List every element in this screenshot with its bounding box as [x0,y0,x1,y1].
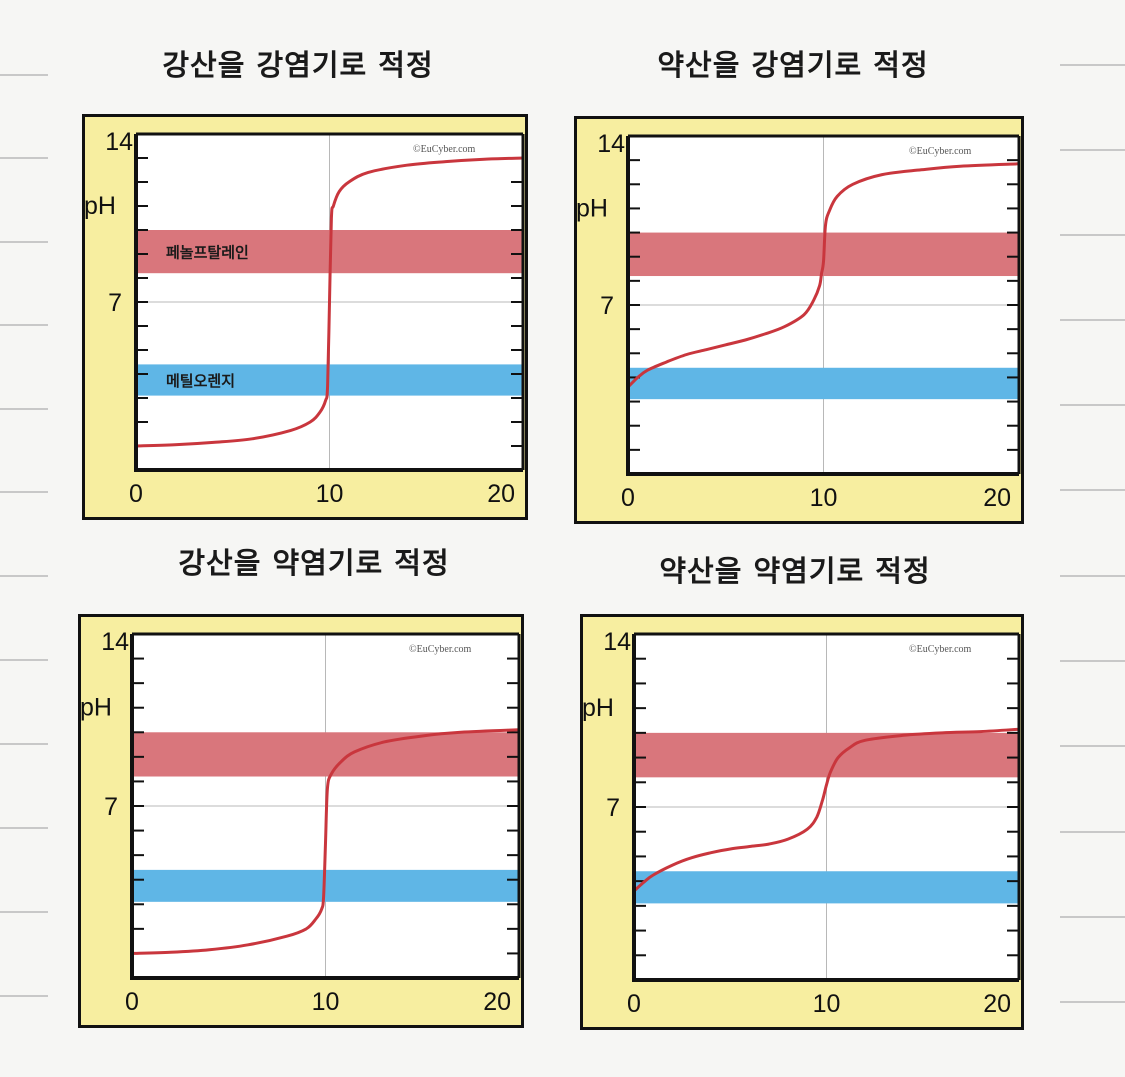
watermark: ©EuCyber.com [909,644,972,655]
chart-title-weak-acid-strong-base: 약산을 강염기로 적정 [657,48,929,82]
watermark: ©EuCyber.com [909,146,972,157]
y-tick-label-14: 14 [101,628,129,656]
chart-svg: ©EuCyber.com 14 7 pH 0 10 20 [574,116,1024,524]
x-tick-label-0: 0 [621,484,635,512]
y-tick-label-7: 7 [104,793,118,821]
titration-curve [632,727,1021,893]
chart-title-weak-acid-weak-base: 약산을 약염기로 적정 [659,554,931,588]
titration-curve [130,728,521,955]
titration-curve [134,156,525,448]
methyl_orange-band [136,364,523,396]
titration-chart-weak-acid-strong-base: ©EuCyber.com 14 7 pH 0 10 20 [574,116,1024,524]
watermark: ©EuCyber.com [409,644,472,655]
titration-chart-weak-acid-weak-base: ©EuCyber.com 14 7 pH 0 10 20 [580,614,1026,1030]
phenolphthalein-label: 페놀프탈레인 [166,244,249,262]
y-axis-label: pH [576,194,608,222]
y-tick-label-14: 14 [597,130,625,158]
phenolphthalein-band [132,732,519,777]
y-axis-label: pH [80,694,112,722]
x-tick-label-20: 20 [983,990,1011,1018]
watermark: ©EuCyber.com [413,144,476,155]
x-tick-label-0: 0 [129,480,143,508]
titration-chart-strong-acid-weak-base: ©EuCyber.com 14 7 pH 0 10 20 [78,614,524,1028]
y-axis-label: pH [84,192,116,220]
y-tick-label-7: 7 [606,794,620,822]
x-tick-label-10: 10 [810,484,838,512]
titration-curve [626,162,1021,389]
x-tick-label-10: 10 [813,990,841,1018]
chart-title-strong-acid-weak-base: 강산을 약염기로 적정 [178,546,450,580]
x-tick-label-10: 10 [312,988,340,1016]
x-tick-label-20: 20 [487,480,515,508]
chart-title-strong-acid-strong-base: 강산을 강염기로 적정 [162,48,434,82]
y-tick-label-7: 7 [108,289,122,317]
methyl_orange-band [634,871,1019,904]
x-tick-label-20: 20 [983,484,1011,512]
y-tick-label-14: 14 [105,128,133,156]
x-tick-label-20: 20 [483,988,511,1016]
chart-svg: ©EuCyber.com 14 7 pH 0 10 20 [580,614,1024,1030]
x-tick-label-0: 0 [627,990,641,1018]
y-tick-label-7: 7 [600,292,614,320]
x-tick-label-10: 10 [316,480,344,508]
y-axis-label: pH [582,694,614,722]
phenolphthalein-band [634,732,1019,778]
y-tick-label-14: 14 [603,628,631,656]
methyl_orange-band [628,367,1019,400]
x-tick-label-0: 0 [125,988,139,1016]
methyl_orange-label: 메틸오렌지 [166,372,235,390]
chart-svg: ©EuCyber.com 14 7 pH 0 10 20 [78,614,524,1028]
